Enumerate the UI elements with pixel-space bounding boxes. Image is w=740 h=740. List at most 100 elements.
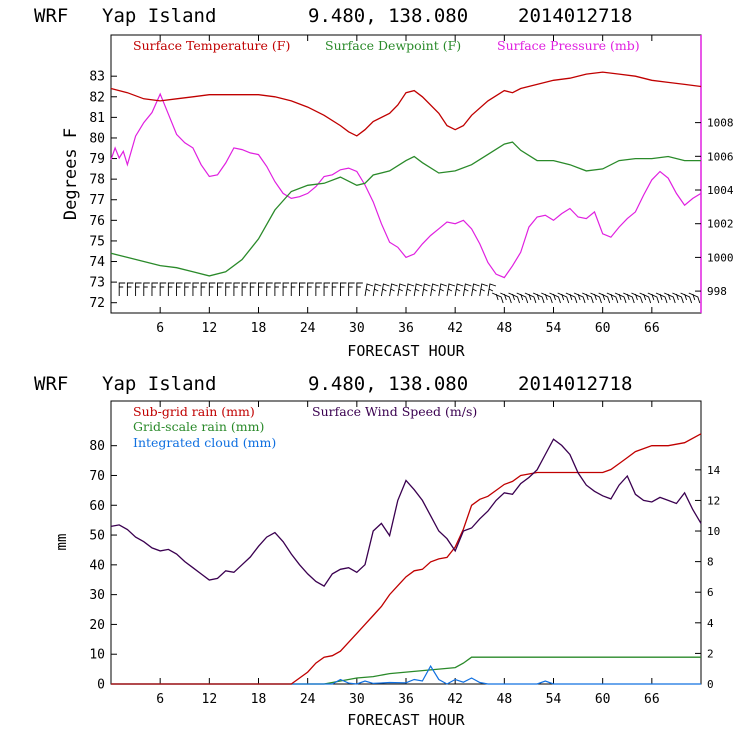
series-surface-dewpoint xyxy=(110,141,701,277)
wind-barb xyxy=(438,283,447,297)
p1-x-tick-label: 24 xyxy=(300,321,316,336)
wind-barb xyxy=(524,292,537,304)
series-surface-pressure xyxy=(110,92,702,279)
wind-barb xyxy=(323,282,331,296)
p2-y-tick-label: 20 xyxy=(89,618,105,633)
series-surface-temperature xyxy=(110,71,702,137)
p1-location: Yap Island xyxy=(102,5,216,27)
p1-x-tick-label: 60 xyxy=(595,321,611,336)
wind-barb xyxy=(516,292,529,304)
wind-barb xyxy=(623,292,635,304)
series-grid-scale-rain xyxy=(111,656,701,685)
p2-x-tick-label: 42 xyxy=(447,692,463,707)
p1-y2-tick-label: 1004 xyxy=(707,184,734,197)
wind-barb xyxy=(249,282,257,296)
wind-barb xyxy=(339,282,347,296)
p2-x-tick-label: 60 xyxy=(595,692,611,707)
wind-barb xyxy=(364,283,374,297)
p1-y-tick-label: 77 xyxy=(89,193,105,208)
wind-barb xyxy=(372,283,382,297)
wind-barb xyxy=(631,292,643,304)
wind-barb xyxy=(430,283,439,297)
wind-barb xyxy=(290,282,298,296)
wind-barb xyxy=(233,282,240,296)
p1-x-tick-label: 42 xyxy=(447,321,463,336)
wind-barb xyxy=(331,282,339,296)
p2-y-tick-label: 0 xyxy=(97,678,105,693)
p1-x-tick-label: 18 xyxy=(251,321,267,336)
p2-x-tick-label: 48 xyxy=(497,692,513,707)
wind-barb xyxy=(454,283,464,297)
p1-init-time: 2014012718 xyxy=(518,5,632,27)
p2-coords: 9.480, 138.080 xyxy=(308,373,468,395)
p1-y-tick-label: 74 xyxy=(89,255,105,270)
wind-barb xyxy=(479,283,488,297)
p1-y-tick-label: 81 xyxy=(89,111,105,126)
p2-y-ticks: 0 10 20 30 40 50 60 70 80 xyxy=(89,439,117,693)
legend-surface-dewpoint: Surface Dewpoint (F) xyxy=(325,38,461,53)
p2-y-tick-label: 80 xyxy=(89,439,105,454)
wind-barb xyxy=(151,282,158,296)
wind-barb xyxy=(184,282,191,296)
p1-y-ticks: 72 73 74 75 76 77 78 79 80 81 82 83 xyxy=(89,70,117,311)
wind-barb xyxy=(655,292,668,304)
wind-barb xyxy=(217,282,224,296)
wind-barb xyxy=(549,292,561,304)
wind-barb xyxy=(356,282,363,296)
wind-barb xyxy=(299,282,306,296)
p2-x-axis-label: FORECAST HOUR xyxy=(347,711,465,729)
p2-x-tick-label: 12 xyxy=(202,692,218,707)
wind-barb xyxy=(421,283,431,297)
p2-y2-tick-label: 2 xyxy=(707,647,714,660)
wind-barb xyxy=(614,292,627,304)
wind-barb xyxy=(500,292,512,304)
wind-barb xyxy=(688,292,701,304)
p1-x-tick-label: 30 xyxy=(349,321,365,336)
p2-y2-tick-label: 6 xyxy=(707,586,714,599)
p1-coords: 9.480, 138.080 xyxy=(308,5,468,27)
wind-barb xyxy=(118,282,126,296)
wind-barb xyxy=(508,292,520,304)
p1-x-tick-label: 6 xyxy=(156,321,164,336)
p2-y-tick-label: 30 xyxy=(89,588,105,603)
wind-barb xyxy=(647,292,660,304)
p1-y2-tick-label: 1002 xyxy=(707,218,734,231)
wind-barb xyxy=(159,282,167,296)
wind-barb xyxy=(462,283,472,297)
wind-barb xyxy=(241,282,249,296)
wind-barb xyxy=(225,282,232,296)
wind-barb xyxy=(176,282,183,296)
p1-y2-ticks: 998 1000 1002 1004 1006 1008 xyxy=(695,117,734,298)
p2-y-tick-label: 50 xyxy=(89,529,105,544)
series-integrated-cloud xyxy=(111,664,701,685)
p1-x-tick-label: 48 xyxy=(497,321,513,336)
p1-y-tick-label: 79 xyxy=(89,152,105,167)
wind-barb xyxy=(266,282,273,296)
wind-barb xyxy=(557,292,570,304)
p2-y2-tick-label: 0 xyxy=(707,678,714,691)
p2-init-time: 2014012718 xyxy=(518,373,632,395)
p1-y-tick-label: 78 xyxy=(89,173,105,188)
wind-barb xyxy=(282,282,290,296)
p2-y2-tick-label: 8 xyxy=(707,556,714,569)
wind-barb xyxy=(573,292,586,304)
wind-barb xyxy=(208,282,216,296)
p1-y-tick-label: 82 xyxy=(89,90,105,105)
p2-x-tick-label: 66 xyxy=(644,692,660,707)
legend-integrated-cloud: Integrated cloud (mm) xyxy=(133,435,276,450)
p1-model: WRF xyxy=(34,5,68,27)
p1-y-tick-label: 76 xyxy=(89,214,105,229)
wind-barb xyxy=(598,292,611,304)
wind-barb xyxy=(590,292,602,304)
p2-x-tick-label: 36 xyxy=(398,692,414,707)
legend-surface-temperature: Surface Temperature (F) xyxy=(133,38,290,53)
p1-y-tick-label: 80 xyxy=(89,131,105,146)
p2-x-tick-label: 54 xyxy=(546,692,562,707)
wind-barb xyxy=(487,283,497,297)
p2-y-tick-label: 10 xyxy=(89,648,105,663)
wind-barbs xyxy=(118,282,701,304)
p2-y-axis-label: mm xyxy=(54,534,70,551)
wind-barb xyxy=(582,292,594,304)
series-sub-grid-rain xyxy=(111,433,702,685)
